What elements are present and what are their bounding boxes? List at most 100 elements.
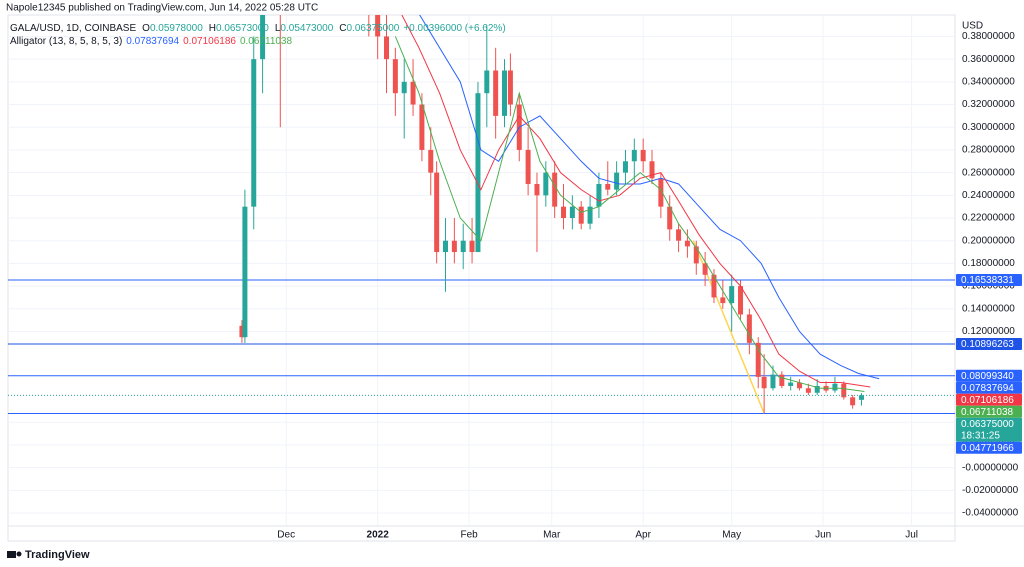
y-tick-label: 0.38000000 xyxy=(962,31,1015,42)
candle-body xyxy=(761,376,767,389)
y-tick-label: 0.18000000 xyxy=(962,258,1015,269)
candle-body xyxy=(410,81,416,105)
price-badge-label: 0.10896263 xyxy=(961,339,1014,350)
plot-frame xyxy=(7,14,956,542)
indicator-label: Alligator (13, 8, 5, 8, 5, 3) xyxy=(10,36,122,47)
candle-body xyxy=(384,36,390,60)
candle-body xyxy=(484,70,490,94)
legend: GALA/USD, 1D, COINBASE O0.05978000 H0.0657… xyxy=(10,23,506,47)
candle-body xyxy=(502,70,508,116)
y-tick-label: 0.16000000 xyxy=(962,281,1015,292)
indicator-legend: Alligator (13, 8, 5, 8, 5, 3) 0.07837694 0… xyxy=(10,36,292,47)
change: +0.00396000 (+6.62%) xyxy=(403,23,505,34)
candle-body xyxy=(850,397,856,406)
ohlc-legend: GALA/USD, 1D, COINBASE O0.05978000 H0.0657… xyxy=(10,23,506,34)
candle-body xyxy=(587,206,593,224)
y-tick-label: 0.26000000 xyxy=(962,167,1015,178)
candle-body xyxy=(552,172,558,207)
price-badge xyxy=(956,381,1022,394)
candle-body xyxy=(239,325,245,338)
candle-body xyxy=(770,374,776,389)
price-badge-label: 0.04771966 xyxy=(961,443,1014,454)
candle-body xyxy=(543,172,549,196)
logo-dot xyxy=(16,551,22,557)
x-tick-label: Apr xyxy=(635,530,651,541)
price-badge-label: 0.16538331 xyxy=(961,275,1014,286)
candle-body xyxy=(469,240,475,253)
y-tick-label: 0.14000000 xyxy=(962,303,1015,314)
candle-body xyxy=(534,183,540,196)
y-tick-label: 0.24000000 xyxy=(962,190,1015,201)
candle-body xyxy=(676,229,682,241)
candle-body xyxy=(746,314,752,343)
candle-body xyxy=(260,15,266,60)
brand-name: TradingView xyxy=(25,549,90,561)
price-badges: 0.16538331 0.10896263 0.080993400.07837694… xyxy=(956,273,1022,454)
candle-body xyxy=(605,183,611,190)
candle-body xyxy=(779,374,785,386)
y-tick-label: 0.32000000 xyxy=(962,99,1015,110)
ohlc-value: 0.05473000 xyxy=(280,23,333,34)
x-tick-label: Jul xyxy=(905,530,918,541)
candle-body xyxy=(525,149,531,184)
y-tick-label: 0.30000000 xyxy=(962,122,1015,133)
x-tick-label: Dec xyxy=(277,530,295,541)
ohlc-key: O xyxy=(142,23,150,34)
candle-body xyxy=(493,70,499,116)
y-tick-label: 0.20000000 xyxy=(962,235,1015,246)
candle-body xyxy=(841,383,847,398)
candle-body xyxy=(392,59,398,94)
candle-body xyxy=(797,382,803,389)
candle-body xyxy=(755,342,761,377)
publisher: Napole12345 published on TradingView.com… xyxy=(6,3,318,14)
y-tick-label: -0.00000000 xyxy=(962,462,1019,473)
candle-body xyxy=(631,149,637,162)
y-tick-label: 0.34000000 xyxy=(962,76,1015,87)
ohlc-value: 0.06375000 xyxy=(347,23,400,34)
price-badge xyxy=(956,441,1022,454)
candle-body xyxy=(569,206,575,219)
price-badge xyxy=(956,369,1022,382)
logo-mark xyxy=(7,551,16,558)
y-tick-label: 0.28000000 xyxy=(962,145,1015,156)
x-tick-label: Feb xyxy=(460,530,478,541)
y-tick-label: 0.12000000 xyxy=(962,326,1015,337)
candle-body xyxy=(434,172,440,253)
x-tick-label: May xyxy=(722,530,741,541)
candle-body xyxy=(622,161,628,173)
candle-body xyxy=(242,206,248,338)
y-tick-label: 0.22000000 xyxy=(962,213,1015,224)
candle-body xyxy=(251,59,257,207)
candle-body xyxy=(419,104,425,150)
candle-body xyxy=(788,382,794,386)
candle-body xyxy=(858,395,864,400)
plot xyxy=(8,15,955,415)
candle-body xyxy=(614,172,620,190)
indicator-value: 0.07106186 xyxy=(183,36,236,47)
candle-body xyxy=(720,297,726,304)
ohlc-value: 0.06573000 xyxy=(216,23,269,34)
symbol: GALA/USD, 1D, COINBASE xyxy=(10,23,136,34)
currency: USD xyxy=(962,21,983,32)
price-badge-label: 0.08099340 xyxy=(961,371,1014,382)
ohlc-key: H xyxy=(209,23,216,34)
candle-body xyxy=(832,383,838,391)
grid xyxy=(8,15,955,526)
indicator-value: 0.06711038 xyxy=(240,36,293,47)
price-badge xyxy=(956,405,1022,418)
candle-body xyxy=(428,149,434,173)
price-badge-label: 0.07837694 xyxy=(961,383,1014,394)
alligator-line xyxy=(394,36,865,393)
candle-body xyxy=(640,149,646,162)
candle-body xyxy=(507,70,513,105)
candle-body xyxy=(693,246,699,264)
candle-body xyxy=(460,240,466,253)
y-tick-label: -0.04000000 xyxy=(962,508,1019,519)
candle-body xyxy=(443,240,449,253)
x-tick-label: Mar xyxy=(543,530,561,541)
price-badge xyxy=(956,417,1022,442)
candle-body xyxy=(711,274,717,298)
candle-body xyxy=(375,15,381,37)
price-badge xyxy=(956,338,1022,351)
